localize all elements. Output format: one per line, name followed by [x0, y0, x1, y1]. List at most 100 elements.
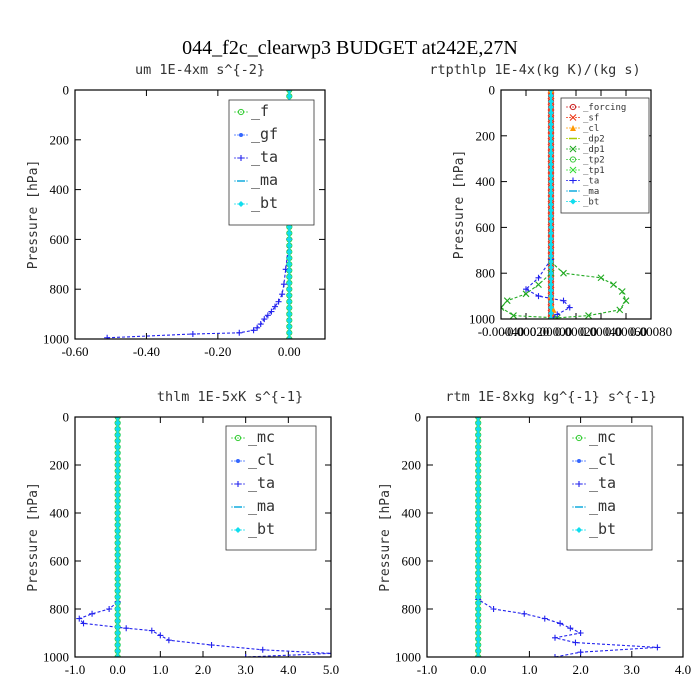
panel-title: rtpthlp 1E-4x(kg K)/(kg s) [429, 62, 640, 78]
data-point [475, 468, 482, 474]
data-point [257, 321, 264, 328]
legend: _mc _cl _ta _ma _bt [225, 425, 317, 551]
data-point [557, 620, 564, 627]
y-axis-label: Pressure [hPa] [452, 150, 467, 260]
data-point [286, 236, 293, 243]
data-point [548, 224, 554, 231]
y-tick-label: 400 [476, 174, 496, 189]
data-point [548, 253, 554, 260]
data-point [89, 610, 96, 617]
data-point [548, 293, 554, 300]
legend-entry: _gf [251, 125, 278, 143]
data-point [475, 588, 482, 594]
data-point [286, 267, 293, 274]
data-point [548, 275, 554, 282]
data-point [286, 286, 293, 293]
panel-title: rtm 1E-8xkg kg^{-1} s^{-1} [445, 389, 656, 405]
x-tick-label: -0.60 [61, 344, 88, 359]
data-point [475, 432, 482, 438]
data-point [618, 288, 626, 295]
data-point [548, 264, 554, 271]
data-point [548, 190, 554, 197]
data-point [114, 588, 121, 594]
data-point [114, 618, 121, 624]
data-point [548, 155, 554, 162]
legend-entry: _ta [251, 148, 278, 166]
y-tick-label: 1000 [43, 332, 69, 347]
data-point [475, 528, 482, 534]
data-point [328, 650, 331, 657]
data-point [490, 606, 497, 612]
y-tick-label: 1000 [395, 650, 421, 665]
x-tick-label: 3.0 [238, 662, 254, 677]
data-point [268, 308, 275, 315]
data-point [475, 570, 482, 576]
y-tick-label: 200 [402, 458, 422, 473]
data-point [114, 528, 121, 534]
data-point [475, 417, 482, 420]
legend-entry: _f [251, 102, 269, 120]
x-tick-label: -0.00040 [478, 324, 525, 339]
data-point [585, 312, 592, 319]
y-tick-label: 0 [63, 410, 70, 425]
data-point [76, 615, 83, 622]
data-point [548, 121, 554, 128]
data-point [475, 582, 482, 588]
y-tick-label: 600 [50, 232, 70, 247]
data-point [286, 304, 293, 311]
data-point [475, 516, 482, 522]
data-point [114, 420, 121, 426]
plot-frame [500, 89, 652, 320]
data-point [286, 90, 293, 93]
data-point [259, 646, 266, 653]
x-tick-label: -0.20 [204, 344, 231, 359]
y-tick-label: 800 [50, 282, 70, 297]
data-point [106, 606, 113, 612]
data-point [535, 274, 542, 281]
data-point [114, 456, 121, 462]
data-point [286, 273, 293, 280]
data-point [286, 311, 293, 318]
data-point [286, 223, 293, 230]
data-point [548, 298, 554, 305]
data-point [548, 235, 554, 242]
data-point [510, 312, 517, 319]
data-point [548, 195, 554, 202]
data-point [597, 274, 605, 282]
data-point [114, 654, 121, 657]
data-point [475, 618, 482, 624]
y-tick-label: 600 [50, 554, 70, 569]
legend-entry: _bt [248, 520, 275, 538]
data-point [236, 329, 243, 336]
data-point [148, 627, 155, 634]
data-point [114, 474, 121, 480]
data-point [165, 637, 172, 644]
series-line-ta [107, 90, 290, 339]
data-point [286, 292, 293, 299]
x-tick-label: 4.0 [280, 662, 296, 677]
data-point [254, 324, 261, 331]
data-point [114, 540, 121, 546]
panel-title: thlm 1E-5xK s^{-1} [157, 389, 303, 405]
data-point [114, 570, 121, 576]
legend-entry: _bt [251, 194, 278, 212]
data-point [208, 642, 215, 648]
data-point [548, 161, 554, 168]
data-point [475, 504, 482, 510]
data-point [475, 492, 482, 498]
data-point [475, 600, 482, 606]
data-point [286, 255, 293, 262]
data-point [548, 304, 554, 311]
legend-entry: _forcing [583, 103, 626, 113]
data-point [552, 654, 558, 657]
y-tick-label: 800 [50, 602, 70, 617]
data-point [123, 625, 130, 632]
legend-entry: _dp2 [583, 135, 605, 145]
data-point [548, 287, 554, 294]
data-point [475, 546, 482, 552]
data-point [548, 127, 554, 134]
data-point [567, 625, 574, 632]
data-point [548, 144, 554, 151]
legend-entry: _tp1 [583, 166, 605, 176]
x-tick-label: 4.0 [675, 662, 691, 677]
